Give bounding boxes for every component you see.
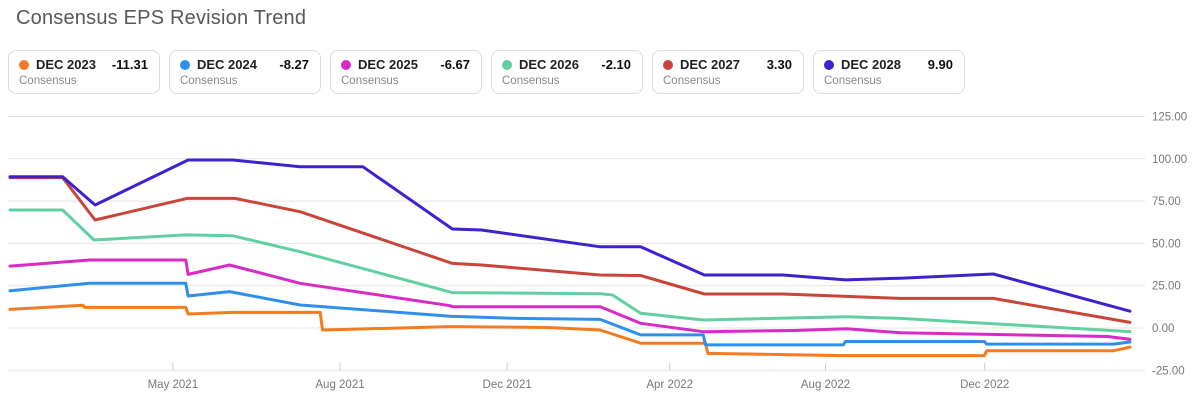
series-label: DEC 2025 [358, 57, 418, 72]
series-color-dot [19, 59, 29, 70]
svg-text:Dec 2021: Dec 2021 [483, 379, 532, 391]
svg-text:100.00: 100.00 [1152, 154, 1187, 166]
series-label: DEC 2028 [841, 57, 901, 72]
series-color-dot [663, 59, 673, 70]
series-sublabel: Consensus [824, 75, 882, 87]
series-value: -6.67 [440, 57, 470, 72]
svg-text:125.00: 125.00 [1152, 111, 1187, 123]
series-label: DEC 2027 [680, 57, 740, 72]
series-value: 3.30 [766, 57, 792, 72]
series-label: DEC 2023 [36, 57, 96, 72]
trend-chart-svg: 125.00 100.00 75.00 50.00 25.00 0.00 -25.00 May… [8, 111, 1187, 391]
svg-text:Apr 2022: Apr 2022 [646, 379, 693, 391]
legend-item-dec-2023[interactable]: DEC 2023 -11.31 Consensus [8, 50, 160, 94]
series-value: -8.27 [279, 57, 309, 72]
svg-text:Aug 2022: Aug 2022 [801, 379, 850, 391]
svg-text:75.00: 75.00 [1152, 196, 1181, 208]
series-color-dot [341, 59, 351, 70]
series-sublabel: Consensus [502, 75, 560, 87]
svg-text:Aug 2021: Aug 2021 [315, 379, 364, 391]
legend-item-dec-2027[interactable]: DEC 2027 3.30 Consensus [652, 50, 804, 94]
legend-item-dec-2026[interactable]: DEC 2026 -2.10 Consensus [491, 50, 643, 94]
series-label: DEC 2024 [197, 57, 257, 72]
series-color-dot [502, 59, 512, 70]
svg-text:Dec 2022: Dec 2022 [960, 379, 1009, 391]
series-label: DEC 2026 [519, 57, 579, 72]
series-sublabel: Consensus [663, 75, 721, 87]
legend: DEC 2023 -11.31 Consensus DEC 2024 -8.27… [8, 50, 965, 94]
svg-text:25.00: 25.00 [1152, 281, 1181, 293]
series-color-dot [824, 59, 834, 70]
series-value: -11.31 [111, 57, 148, 72]
trend-chart-area[interactable]: 125.00 100.00 75.00 50.00 25.00 0.00 -25.00 May… [0, 100, 1201, 415]
svg-text:0.00: 0.00 [1152, 323, 1174, 335]
legend-item-dec-2028[interactable]: DEC 2028 9.90 Consensus [813, 50, 965, 94]
svg-text:-25.00: -25.00 [1152, 365, 1185, 377]
series-value: 9.90 [927, 57, 953, 72]
page-title: Consensus EPS Revision Trend [16, 7, 307, 29]
series-color-dot [180, 59, 190, 70]
series-sublabel: Consensus [341, 75, 399, 87]
series-sublabel: Consensus [180, 75, 238, 87]
series-value: -2.10 [601, 57, 631, 72]
legend-item-dec-2025[interactable]: DEC 2025 -6.67 Consensus [330, 50, 482, 94]
svg-text:May 2021: May 2021 [148, 379, 199, 391]
series-sublabel: Consensus [19, 75, 77, 87]
legend-item-dec-2024[interactable]: DEC 2024 -8.27 Consensus [169, 50, 321, 94]
svg-text:50.00: 50.00 [1152, 238, 1181, 250]
